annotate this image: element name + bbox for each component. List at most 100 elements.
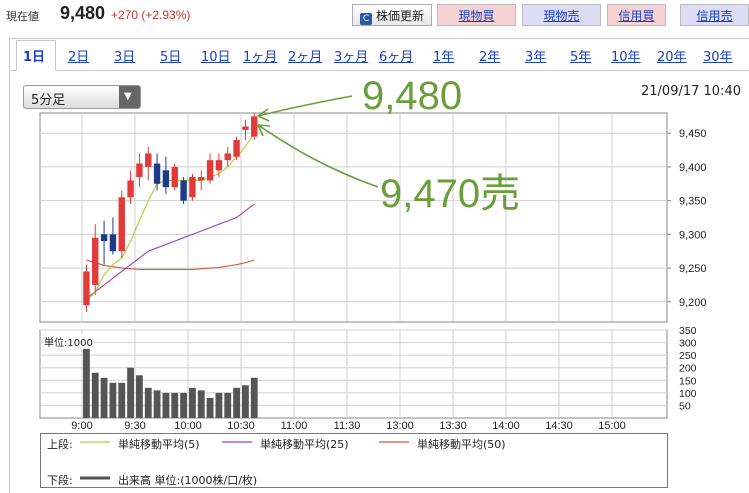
current-price: 9,480 (60, 3, 106, 23)
period-tab-bar (11, 40, 749, 71)
x-tick-label: 10:00 (174, 420, 202, 432)
volume-tick-label: 100 (679, 388, 697, 400)
legend-ma50-swatch (379, 441, 409, 443)
volume-bar (127, 367, 134, 418)
x-tick-label: 11:30 (334, 420, 361, 432)
volume-tick-label: 250 (679, 350, 697, 362)
volume-tick-label: 350 (679, 325, 697, 337)
spot-sell-button[interactable]: 現物売 (522, 4, 601, 26)
refresh-price-button[interactable]: C 株価更新 (352, 4, 432, 26)
tab-3d[interactable]: 3日 (114, 50, 136, 65)
price-plot-area (39, 112, 668, 323)
annotations (257, 95, 379, 188)
annotation-arrowhead-sell (257, 124, 271, 137)
volume-bar (180, 392, 187, 418)
tab-30y[interactable]: 30年 (703, 50, 733, 65)
candle-up (242, 126, 249, 130)
volume-bar (233, 387, 240, 418)
legend-ma5-swatch (80, 441, 110, 443)
volume-bar (171, 392, 179, 418)
volume-bar (250, 377, 258, 418)
volume-grid (39, 329, 668, 419)
x-tick-label: 13:30 (439, 420, 467, 432)
tab-1y[interactable]: 1年 (433, 50, 455, 65)
candle-up (206, 160, 214, 181)
volume-bar (197, 390, 205, 418)
volume-tick-label: 200 (679, 363, 697, 375)
candle-up (83, 271, 90, 306)
volume-bar (91, 372, 99, 418)
tab-5d[interactable]: 5日 (160, 50, 182, 65)
candle-up (118, 197, 125, 252)
candle-up (215, 160, 223, 171)
volume-tick-label: 300 (679, 338, 697, 350)
volume-bar (83, 335, 90, 418)
volume-tick-label: 50 (679, 400, 691, 412)
volume-bar (153, 390, 161, 418)
moving-average-lines (85, 132, 255, 303)
volume-bar (162, 392, 170, 418)
price-grid (39, 112, 668, 323)
tab-1m[interactable]: 1ヶ月 (243, 50, 278, 65)
volume-bar (224, 392, 232, 418)
candlesticks (83, 113, 258, 312)
volume-bar (100, 377, 108, 418)
x-tick-label: 9:30 (124, 420, 145, 432)
tab-5y[interactable]: 5年 (570, 50, 592, 65)
x-tick-label: 14:30 (545, 420, 573, 432)
tab-2y[interactable]: 2年 (479, 50, 501, 65)
volume-bar (242, 385, 249, 418)
candle-down (100, 234, 108, 242)
axis-ticks: 9:00 9:30 10:00 10:30 11:00 11:30 13:00 13:30 14… (71, 128, 706, 432)
legend-ma5-label: 単純移動平均(5) (118, 438, 200, 451)
volume-plot-area (39, 329, 668, 419)
legend-volume-label: 出来高 単位:(1000株/口/枚) (118, 474, 258, 487)
price-tick-label: 9,400 (679, 162, 707, 174)
volume-unit-label: 単位:1000 (44, 334, 93, 349)
candle-up (171, 166, 178, 188)
legend-upper-label: 上段: (47, 438, 73, 451)
annotation-sell-price: 9,470売 (380, 172, 521, 216)
margin-sell-button[interactable]: 信用売 (680, 4, 749, 26)
refresh-icon: C (359, 13, 372, 25)
x-tick-label: 14:00 (492, 420, 520, 432)
spot-buy-button[interactable]: 現物買 (437, 4, 516, 26)
ma5-line (85, 132, 255, 303)
chart-legend (40, 433, 668, 488)
volume-tick-label: 150 (679, 375, 697, 387)
price-tick-label: 9,200 (679, 297, 707, 309)
interval-select-arrow[interactable] (119, 86, 140, 108)
candle-up (189, 177, 196, 198)
volume-bar (206, 397, 214, 418)
annotation-arrow-buy (257, 95, 353, 117)
tab-3m[interactable]: 3ヶ月 (334, 50, 369, 65)
candle-up (136, 163, 143, 178)
x-tick-label: 13:00 (386, 420, 414, 432)
candle-up (251, 116, 258, 137)
volume-bar (189, 387, 196, 418)
chevron-down-icon: ▼ (124, 91, 132, 102)
ma50-line (86, 259, 255, 270)
x-tick-label: 9:00 (71, 420, 92, 432)
tab-10d[interactable]: 10日 (201, 50, 231, 65)
candle-up (145, 153, 152, 167)
tab-6m[interactable]: 6ヶ月 (379, 50, 414, 65)
volume-bars (83, 335, 258, 418)
tab-2d[interactable]: 2日 (68, 50, 90, 65)
x-tick-label: 11:00 (281, 420, 308, 432)
candle-up (233, 139, 240, 157)
candle-down (109, 234, 117, 252)
margin-buy-button[interactable]: 信用買 (607, 4, 666, 26)
refresh-label: 株価更新 (375, 9, 424, 23)
candle-up (198, 177, 205, 181)
tab-20y[interactable]: 20年 (657, 50, 687, 65)
volume-bar (144, 387, 152, 418)
volume-bar (118, 382, 126, 418)
interval-select-value: 5分足 (31, 93, 66, 108)
tab-3y[interactable]: 3年 (525, 50, 547, 65)
tab-2m[interactable]: 2ヶ月 (288, 50, 323, 65)
tab-10y[interactable]: 10年 (611, 50, 641, 65)
legend-volume-swatch (80, 476, 110, 480)
tab-1d[interactable]: 1日 (23, 46, 46, 65)
